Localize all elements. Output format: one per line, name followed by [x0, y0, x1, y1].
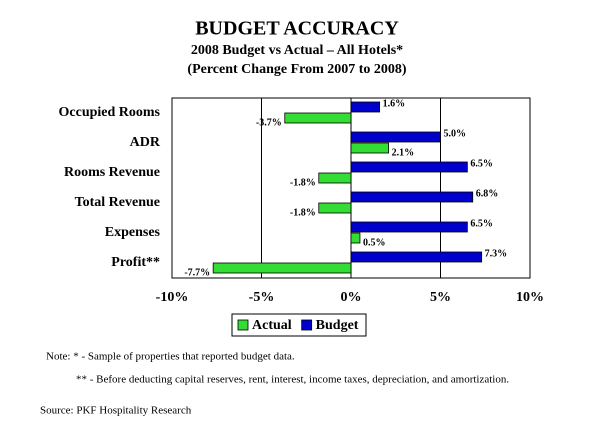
data-label: -7.7% — [184, 267, 210, 278]
y-tick-label: Rooms Revenue — [64, 165, 160, 180]
legend-label: Budget — [316, 318, 359, 333]
x-tick-label: -5% — [249, 290, 275, 305]
y-tick-label: Expenses — [105, 225, 161, 240]
x-tick-label: 5% — [430, 290, 451, 305]
x-tick-label: -10% — [156, 290, 189, 305]
note: Note: * - Sample of properties that repo… — [46, 351, 295, 363]
bar — [284, 112, 352, 124]
bar — [350, 101, 381, 113]
y-tick-label: Total Revenue — [75, 195, 160, 210]
bar — [350, 161, 468, 173]
data-label: -1.8% — [290, 177, 316, 188]
legend-swatch — [301, 319, 313, 331]
data-label: 6.8% — [476, 188, 499, 199]
data-label: 2.1% — [392, 147, 415, 158]
data-label: 1.6% — [383, 98, 406, 109]
legend-label: Actual — [252, 318, 292, 333]
bar — [350, 221, 468, 233]
source: Source: PKF Hospitality Research — [40, 405, 192, 417]
chart-subtitle: (Percent Change From 2007 to 2008) — [187, 62, 406, 77]
bar — [350, 232, 361, 244]
bar — [318, 172, 352, 184]
bar — [350, 191, 474, 203]
bar — [212, 262, 352, 274]
data-label: 0.5% — [363, 237, 386, 248]
data-label: 6.5% — [470, 158, 493, 169]
y-tick-label: Profit** — [111, 255, 160, 270]
bar — [318, 202, 352, 214]
note: ** - Before deducting capital reserves, … — [76, 374, 509, 386]
data-label: 7.3% — [485, 248, 508, 259]
bar — [350, 142, 389, 154]
legend-box — [231, 313, 367, 337]
data-label: 5.0% — [444, 128, 467, 139]
data-label: -1.8% — [290, 207, 316, 218]
x-tick-label: 0% — [341, 290, 362, 305]
y-tick-label: Occupied Rooms — [59, 105, 161, 120]
chart-title: BUDGET ACCURACY — [195, 18, 399, 40]
data-label: 6.5% — [470, 218, 493, 229]
bar — [350, 251, 483, 263]
x-tick-label: 10% — [516, 290, 544, 305]
legend-swatch — [237, 319, 249, 331]
data-label: -3.7% — [256, 117, 282, 128]
bar — [350, 131, 441, 143]
y-tick-label: ADR — [130, 135, 161, 150]
chart-subtitle: 2008 Budget vs Actual – All Hotels* — [191, 43, 403, 58]
